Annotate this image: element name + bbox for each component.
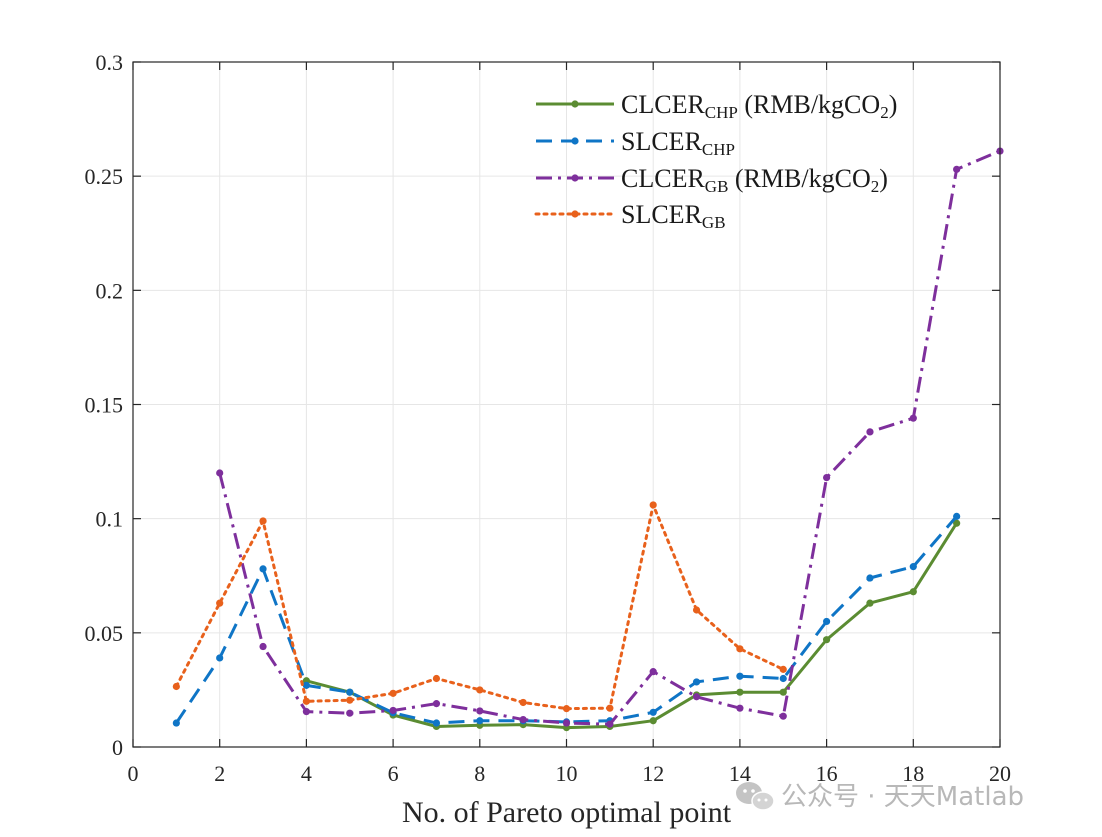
data-point bbox=[389, 689, 397, 697]
y-tick-label: 0.25 bbox=[85, 164, 124, 189]
legend-label: SLCERGB bbox=[621, 200, 726, 232]
data-point bbox=[302, 708, 310, 716]
data-point bbox=[216, 599, 224, 607]
x-tick-label: 20 bbox=[989, 761, 1011, 786]
legend-label: CLCERGB (RMB/kgCO2) bbox=[621, 164, 888, 196]
series-2 bbox=[216, 147, 1004, 728]
data-point bbox=[736, 704, 744, 712]
data-point bbox=[172, 682, 180, 691]
data-point bbox=[216, 654, 224, 662]
x-tick-label: 16 bbox=[816, 761, 838, 786]
wechat-icon bbox=[736, 782, 775, 811]
data-point bbox=[302, 681, 310, 689]
data-point bbox=[476, 686, 484, 694]
data-point bbox=[649, 501, 657, 509]
legend-label: CLCERCHP (RMB/kgCO2) bbox=[621, 90, 897, 122]
data-point bbox=[432, 719, 441, 727]
data-point bbox=[389, 706, 397, 715]
data-point bbox=[606, 720, 614, 728]
x-axis-title: No. of Pareto optimal point bbox=[402, 796, 732, 829]
x-tick-label: 0 bbox=[128, 761, 139, 786]
data-point bbox=[562, 705, 571, 713]
y-tick-label: 0.05 bbox=[85, 621, 124, 646]
y-tick-label: 0.1 bbox=[96, 507, 124, 532]
series-line bbox=[306, 522, 958, 730]
data-point bbox=[649, 708, 657, 716]
data-point bbox=[606, 704, 614, 712]
legend-marker bbox=[571, 174, 579, 182]
data-point bbox=[866, 428, 874, 436]
data-point bbox=[953, 512, 961, 520]
legend-label: SLCERCHP bbox=[621, 127, 735, 159]
data-point bbox=[736, 688, 744, 696]
watermark: 公众号 · 天天Matlab bbox=[736, 782, 1024, 812]
x-tick-label: 10 bbox=[556, 761, 578, 786]
data-point bbox=[649, 668, 657, 676]
legend-marker bbox=[571, 210, 579, 218]
data-point bbox=[692, 606, 701, 614]
data-point bbox=[823, 636, 831, 644]
data-point bbox=[779, 665, 787, 673]
legend-entry-2: CLCERGB (RMB/kgCO2) bbox=[536, 164, 888, 196]
data-point bbox=[779, 688, 787, 696]
data-point bbox=[866, 574, 874, 582]
x-tick-label: 12 bbox=[642, 761, 664, 786]
data-point bbox=[909, 563, 917, 571]
legend-entry-3: SLCERGB bbox=[534, 200, 726, 232]
data-point bbox=[172, 719, 180, 727]
series-3 bbox=[172, 501, 787, 713]
watermark-text: 公众号 · 天天Matlab bbox=[781, 782, 1024, 812]
data-point bbox=[346, 696, 354, 704]
legend-marker bbox=[571, 137, 579, 145]
data-point bbox=[519, 698, 527, 707]
data-point bbox=[346, 688, 354, 696]
series-layer bbox=[172, 147, 1004, 732]
data-point bbox=[823, 473, 831, 482]
y-tick-label: 0.2 bbox=[96, 278, 124, 303]
legend: CLCERCHP (RMB/kgCO2) SLCERCHP CLCERGB (RMB… bbox=[534, 90, 897, 232]
data-point bbox=[649, 717, 657, 725]
data-point bbox=[216, 469, 224, 477]
data-point bbox=[259, 517, 267, 525]
y-tick-label: 0.15 bbox=[85, 393, 124, 418]
data-point bbox=[779, 674, 787, 683]
data-point bbox=[259, 642, 267, 651]
data-point bbox=[302, 697, 310, 705]
data-point bbox=[476, 717, 484, 725]
data-point bbox=[909, 414, 917, 422]
y-tick-label: 0.3 bbox=[96, 50, 124, 75]
data-point bbox=[692, 678, 701, 686]
data-point bbox=[736, 672, 744, 680]
data-point bbox=[432, 674, 441, 683]
x-tick-label: 6 bbox=[388, 761, 399, 786]
data-point bbox=[909, 588, 917, 596]
series-line bbox=[174, 503, 785, 711]
data-point bbox=[476, 707, 484, 715]
x-tick-label: 18 bbox=[902, 761, 924, 786]
data-point bbox=[736, 645, 744, 653]
data-point bbox=[779, 712, 787, 720]
x-tick-label: 4 bbox=[301, 761, 312, 786]
data-point bbox=[432, 700, 441, 708]
data-point bbox=[259, 565, 267, 573]
axis-ticks: 0 2 4 6 8 10 12 14 16 18 20 0 0.05 0.1 0.15 0.2 0.25 0.3 bbox=[85, 50, 1012, 786]
legend-marker bbox=[571, 100, 579, 108]
x-tick-label: 2 bbox=[214, 761, 225, 786]
data-point bbox=[346, 709, 354, 717]
y-tick-label: 0 bbox=[112, 735, 123, 760]
x-tick-label: 8 bbox=[474, 761, 485, 786]
legend-entry-0: CLCERCHP (RMB/kgCO2) bbox=[536, 90, 897, 122]
data-point bbox=[953, 519, 961, 527]
data-point bbox=[953, 165, 961, 173]
data-point bbox=[519, 716, 527, 724]
data-point bbox=[866, 599, 874, 607]
x-tick-label: 14 bbox=[729, 761, 751, 786]
legend-entry-1: SLCERCHP bbox=[536, 127, 735, 159]
data-point bbox=[823, 617, 831, 626]
data-point bbox=[692, 693, 701, 701]
data-point bbox=[562, 719, 571, 727]
